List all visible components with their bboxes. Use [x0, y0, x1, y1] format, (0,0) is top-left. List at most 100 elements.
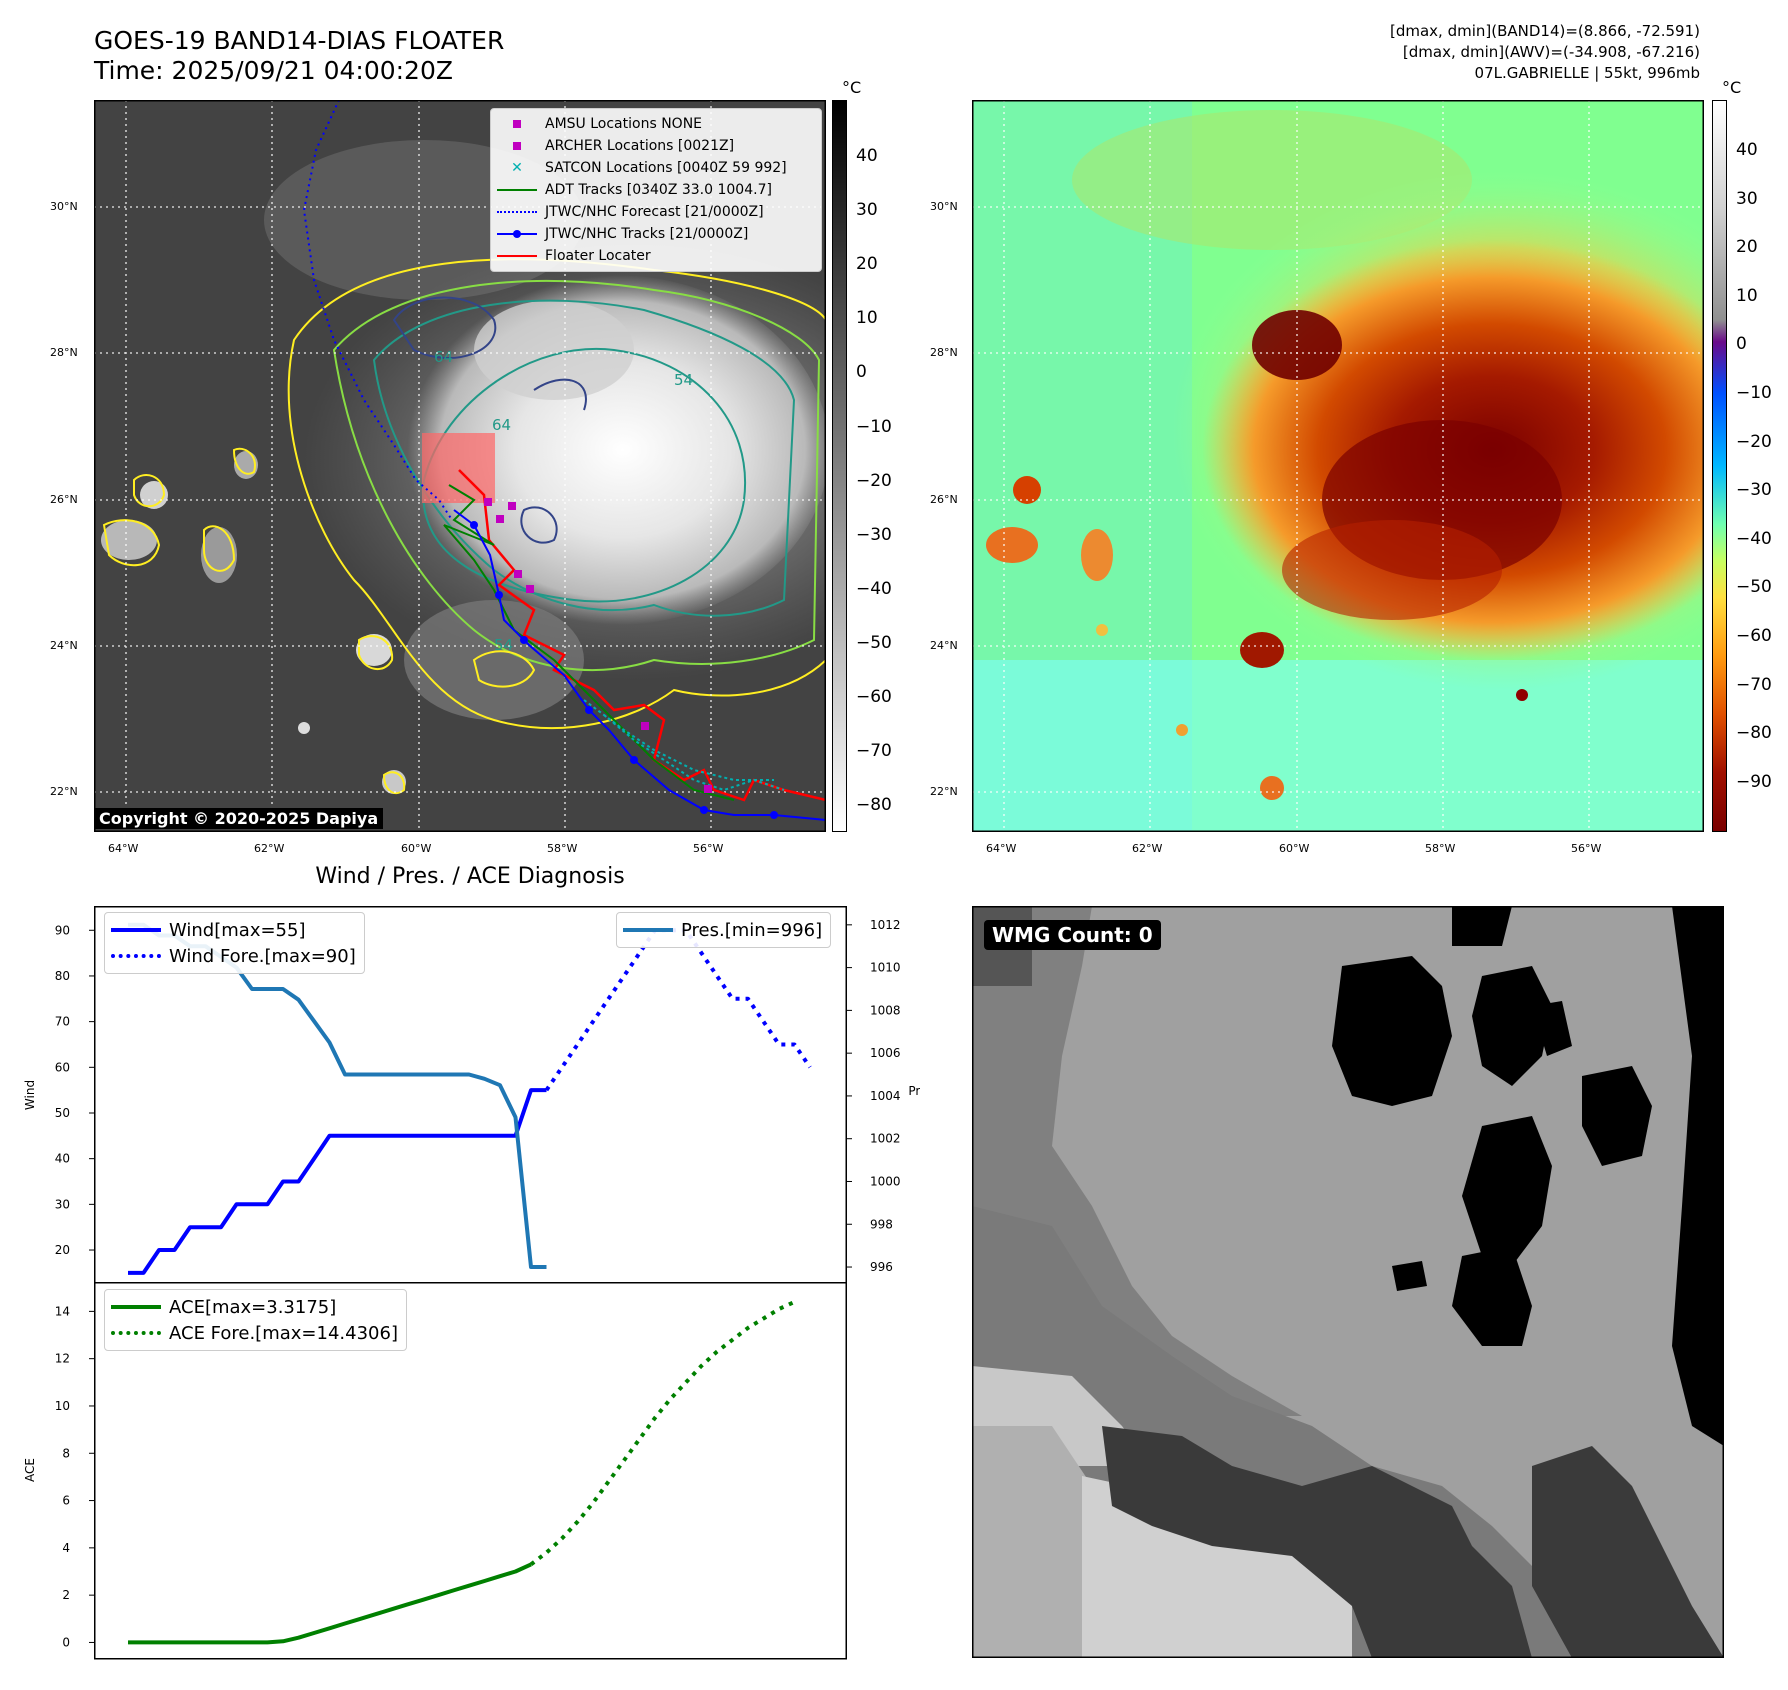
legend-amsu-label: AMSU Locations NONE: [545, 116, 703, 132]
figure-time: Time: 2025/09/21 04:00:20Z: [94, 56, 453, 85]
right-axis-tick-label: 1008: [870, 1003, 901, 1017]
solid-line-icon: [111, 1299, 161, 1315]
ir-colorbar-tick: 40: [856, 146, 878, 166]
left-axis-tick-label: 50: [55, 1106, 70, 1120]
legend-floater: Floater Locater: [491, 245, 821, 267]
left-axis-tick-label: 30: [55, 1197, 70, 1211]
series-line-ace-max-: [128, 1562, 532, 1645]
right-axis-tick-label: 1010: [870, 961, 901, 975]
ir-lat-24: 24°N: [50, 639, 78, 652]
left-axis-tick-label: 4: [62, 1541, 70, 1555]
square-marker-icon: [497, 139, 537, 153]
legend-jtwc-tracks: JTWC/NHC Tracks [21/0000Z]: [491, 223, 821, 245]
ir-lat-26: 26°N: [50, 493, 78, 506]
awv-lat-22: 22°N: [930, 785, 958, 798]
jtwc-track-points: [470, 521, 778, 819]
wmg-count-badge: WMG Count: 0: [984, 920, 1161, 950]
left-axis-tick-label: 80: [55, 969, 70, 983]
ir-lat-28: 28°N: [50, 346, 78, 359]
figure-title: GOES-19 BAND14-DIAS FLOATER: [94, 26, 505, 55]
legend-pressure-label: Pres.[min=996]: [681, 919, 823, 941]
legend-jtwc-tracks-label: JTWC/NHC Tracks [21/0000Z]: [545, 226, 749, 242]
dotted-line-icon: [111, 948, 161, 964]
ir-colorbar-unit: °C: [842, 78, 862, 97]
left-axis-tick-label: 60: [55, 1060, 70, 1074]
awv-colorbar-tick: −20: [1736, 431, 1772, 452]
ace-axis-label: ACE: [23, 1458, 37, 1482]
series-line-pres-min-: [128, 922, 547, 1269]
awv-lat-24: 24°N: [930, 639, 958, 652]
contour-label-64b: 64: [492, 416, 511, 434]
awv-lon-64: 64°W: [986, 842, 1017, 855]
ir-colorbar-tick: −60: [856, 687, 892, 707]
legend-wind-label: Wind[max=55]: [169, 919, 306, 941]
legend-jtwc-forecast: JTWC/NHC Forecast [21/0000Z]: [491, 201, 821, 223]
floater-locater-track: [458, 469, 826, 802]
left-axis-tick-label: 90: [55, 923, 70, 937]
left-axis-tick-label: 10: [55, 1399, 70, 1413]
awv-lon-60: 60°W: [1279, 842, 1310, 855]
right-axis-tick-label: 1000: [870, 1174, 901, 1188]
awv-colorbar-tick: −80: [1736, 723, 1772, 744]
x-marker-icon: ✕: [511, 160, 523, 176]
ir-lon-60: 60°W: [401, 842, 432, 855]
legend-ace-forecast: ACE Fore.[max=14.4306]: [105, 1320, 398, 1346]
info-band14-range: [dmax, dmin](BAND14)=(8.866, -72.591): [1389, 22, 1700, 40]
right-axis-tick-label: 1012: [870, 918, 901, 932]
legend-archer: ARCHER Locations [0021Z]: [491, 135, 821, 157]
ir-lon-62: 62°W: [254, 842, 285, 855]
contour-label-54b: 54: [494, 636, 513, 654]
awv-colorbar-tick: −60: [1736, 626, 1772, 646]
ir-colorbar-tick: −50: [856, 632, 892, 653]
ace-panel: [94, 1282, 847, 1660]
ir-colorbar-tick: 10: [856, 308, 878, 329]
ir-lat-30: 30°N: [50, 200, 78, 213]
floater-box: [422, 433, 495, 503]
awv-colorbar-tick: −90: [1736, 771, 1772, 792]
left-axis-tick-label: 70: [55, 1015, 70, 1029]
dotted-line-icon: [111, 1325, 161, 1341]
legend-archer-label: ARCHER Locations [0021Z]: [545, 138, 735, 154]
awv-colorbar-tick: 10: [1736, 285, 1758, 306]
right-axis-tick-label: 1006: [870, 1046, 901, 1060]
info-storm-name: 07L.GABRIELLE | 55kt, 996mb: [1474, 64, 1700, 82]
awv-lon-62: 62°W: [1132, 842, 1163, 855]
left-axis-tick-label: 6: [62, 1494, 70, 1508]
awv-colorbar-tick: 0: [1736, 334, 1747, 355]
left-axis-tick-label: 2: [62, 1588, 70, 1602]
wmg-image-panel: [972, 906, 1724, 1658]
right-axis-tick-label: 998: [870, 1217, 893, 1231]
awv-satellite-map: [972, 100, 1704, 832]
awv-colorbar: [1712, 100, 1727, 832]
legend-adt: ADT Tracks [0340Z 33.0 1004.7]: [491, 179, 821, 201]
awv-colorbar-tick: 40: [1736, 140, 1758, 160]
ir-colorbar-tick: 20: [856, 254, 878, 275]
ir-map-legend: AMSU Locations NONE ARCHER Locations [00…: [490, 108, 822, 272]
series-line-wind-fore-max-: [544, 928, 812, 1092]
series-line-ace-fore-max-: [529, 1300, 796, 1566]
solid-line-icon: [497, 249, 537, 263]
awv-colorbar-tick: −70: [1736, 674, 1772, 695]
wind-axis-label: Wind: [23, 1080, 37, 1110]
legend-satcon-label: SATCON Locations [0040Z 59 992]: [545, 160, 787, 176]
awv-map-gridlines: [972, 100, 1704, 832]
legend-wind: Wind[max=55]: [105, 917, 356, 943]
left-axis-tick-label: 8: [62, 1446, 70, 1460]
ir-colorbar-tick: −80: [856, 795, 892, 816]
awv-colorbar-tick: −40: [1736, 528, 1772, 549]
adt-track: [443, 484, 735, 801]
dotted-line-icon: [497, 205, 537, 219]
satcon-markers: [583, 699, 785, 792]
line-with-dots-icon: [497, 227, 537, 241]
series-line-wind-max-: [128, 1088, 547, 1275]
awv-lat-26: 26°N: [930, 493, 958, 506]
contour-label-54a: 54: [674, 371, 693, 389]
ir-lon-64: 64°W: [108, 842, 139, 855]
diagnosis-title: Wind / Pres. / ACE Diagnosis: [315, 864, 625, 889]
solid-line-icon: [623, 922, 673, 938]
left-axis-tick-label: 12: [55, 1352, 70, 1366]
legend-wind-forecast: Wind Fore.[max=90]: [105, 943, 356, 969]
ir-colorbar-tick: −40: [856, 578, 892, 599]
ir-colorbar-tick: 0: [856, 362, 867, 383]
right-axis-tick-label: 1002: [870, 1132, 901, 1146]
